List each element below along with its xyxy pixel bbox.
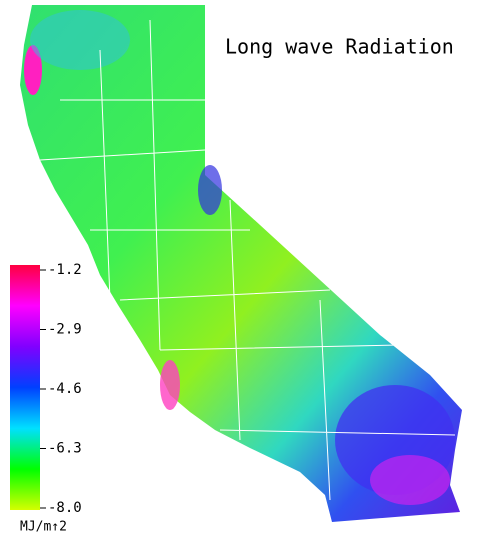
tick-label: -2.9 xyxy=(48,322,82,338)
region xyxy=(370,455,450,505)
state-shape xyxy=(20,5,462,522)
region xyxy=(198,165,222,215)
county-lines xyxy=(39,19,456,501)
colorbar-unit: MJ/m↑2 xyxy=(20,520,67,535)
california-map xyxy=(20,5,462,522)
tick-label: -8.0 xyxy=(48,500,82,516)
colorbar xyxy=(10,265,40,510)
tick-label: -1.2 xyxy=(48,262,82,278)
region xyxy=(24,45,42,95)
tick-label: -4.6 xyxy=(48,381,82,397)
tick-label: -6.3 xyxy=(48,441,82,457)
region xyxy=(160,360,180,410)
region xyxy=(30,10,130,70)
map-title: Long wave Radiation xyxy=(225,35,454,59)
